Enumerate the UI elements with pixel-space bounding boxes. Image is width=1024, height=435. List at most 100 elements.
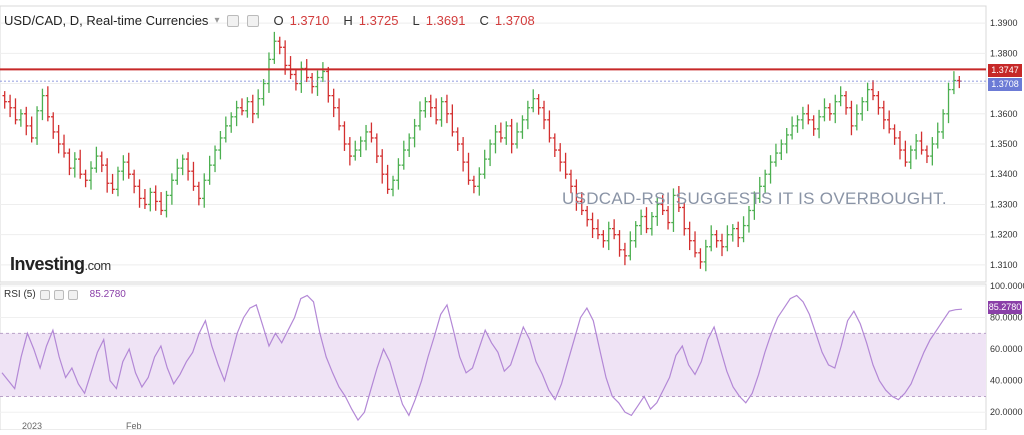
ohlc-bar	[131, 169, 137, 194]
ohlc-bar	[730, 224, 735, 242]
ohlc-bar	[396, 158, 401, 190]
ohlc-bar	[158, 192, 164, 216]
ohlc-bar	[245, 97, 250, 118]
ohlc-bar	[611, 219, 617, 240]
ohlc-bar	[196, 181, 202, 206]
ohlc-bar	[239, 98, 245, 116]
ohlc-bar	[126, 152, 131, 179]
symbol-title[interactable]: USD/CAD, D, Real-time Currencies	[4, 13, 209, 28]
rsi-band	[0, 333, 986, 397]
ohlc-bar	[752, 191, 757, 220]
rsi-tick-label: 60.0000	[990, 344, 1023, 354]
ohlc-bar	[142, 189, 148, 209]
ohlc-bar	[207, 155, 212, 185]
ohlc-bar	[137, 179, 142, 208]
settings-icon[interactable]	[39, 289, 50, 300]
logo-main: Investing	[10, 254, 85, 274]
investing-logo: Investing.com	[10, 254, 111, 275]
ohlc-bar	[876, 91, 881, 115]
ohlc-bar	[709, 225, 714, 252]
ohlc-bar	[29, 116, 34, 143]
ohlc-bar	[45, 86, 51, 122]
ohlc-bar	[78, 149, 83, 179]
ohlc-bar	[390, 175, 396, 197]
ohlc-bar	[363, 124, 369, 151]
ohlc-bar	[255, 89, 261, 119]
price-tick-label: 1.3300	[990, 199, 1018, 209]
ohlc-bar	[229, 112, 234, 133]
ohlc-bar	[406, 133, 412, 157]
hide-icon[interactable]	[53, 289, 64, 300]
close-key: C	[479, 13, 489, 28]
ohlc-bar	[547, 110, 552, 143]
ohlc-bar	[649, 212, 655, 236]
ohlc-bar	[88, 161, 94, 190]
ohlc-bar	[870, 80, 876, 101]
ohlc-bar	[951, 71, 957, 95]
ohlc-bar	[315, 70, 320, 96]
ohlc-bar	[83, 169, 88, 188]
ohlc-bar	[762, 169, 768, 194]
ohlc-bar	[525, 100, 531, 130]
ohlc-bar	[768, 155, 773, 184]
ohlc-bar	[558, 143, 563, 172]
ohlc-bar	[590, 212, 595, 238]
ohlc-bar	[293, 69, 299, 91]
settings-icon[interactable]	[227, 14, 240, 27]
ohlc-bar	[439, 97, 444, 127]
ohlc-bar	[595, 219, 601, 240]
grid-layer	[0, 22, 986, 413]
ohlc-bar	[164, 190, 169, 218]
rsi-label[interactable]: RSI (5)	[4, 289, 36, 300]
ohlc-bar	[331, 88, 336, 118]
ohlc-bar	[692, 231, 698, 258]
ohlc-bar	[644, 207, 649, 234]
close-icon[interactable]	[67, 289, 78, 300]
ohlc-bar	[94, 146, 99, 173]
ohlc-bar	[757, 176, 762, 203]
x-tick-label: Feb	[126, 421, 142, 430]
ohlc-bar	[606, 221, 611, 251]
price-tick-label: 1.3900	[990, 18, 1018, 28]
ohlc-bar	[725, 225, 730, 252]
ohlc-bar	[374, 133, 380, 164]
ohlc-bar	[455, 127, 460, 151]
ohlc-bar	[676, 186, 682, 212]
ohlc-bar	[342, 121, 347, 151]
ohlc-bar	[202, 173, 207, 208]
ohlc-bar	[261, 79, 266, 106]
chevron-down-icon[interactable]: ▾	[214, 15, 220, 26]
ohlc-bar	[191, 161, 196, 191]
ohlc-bar	[24, 106, 29, 136]
ohlc-bar	[822, 98, 827, 122]
y-axis-layer[interactable]: 1.3100 1.3200 1.3300 1.3400 1.3500 1.3600 1.37…	[990, 18, 1024, 417]
ohlc-bar	[234, 100, 239, 127]
ohlc-bar	[67, 148, 72, 176]
ohlc-bar	[121, 155, 126, 181]
price-tick-label: 1.3500	[990, 139, 1018, 149]
ohlc-bar	[509, 118, 514, 154]
rsi-value-tag: 85.2780	[988, 301, 1022, 314]
ohlc-bar	[34, 106, 40, 145]
ohlc-bar	[423, 97, 428, 118]
ohlc-bar	[428, 94, 433, 118]
resistance-layer[interactable]	[0, 68, 986, 82]
ohlc-bar	[13, 98, 18, 125]
ohlc-bar	[563, 152, 568, 179]
ohlc-bar	[579, 192, 584, 216]
ohlc-bar	[104, 158, 110, 193]
price-tick-label: 1.3600	[990, 109, 1018, 119]
close-icon[interactable]	[247, 14, 260, 27]
ohlc-bar	[380, 149, 385, 184]
ohlc-bar	[358, 136, 363, 157]
high-value: 1.3725	[358, 13, 399, 28]
ohlc-bar	[671, 188, 676, 232]
ohlc-bar	[115, 166, 121, 197]
open-value: 1.3710	[289, 13, 330, 28]
ohlc-bar	[800, 106, 806, 130]
ohlc-bar	[309, 72, 315, 94]
ohlc-bar	[552, 133, 558, 157]
ohlc-bar	[660, 195, 665, 216]
